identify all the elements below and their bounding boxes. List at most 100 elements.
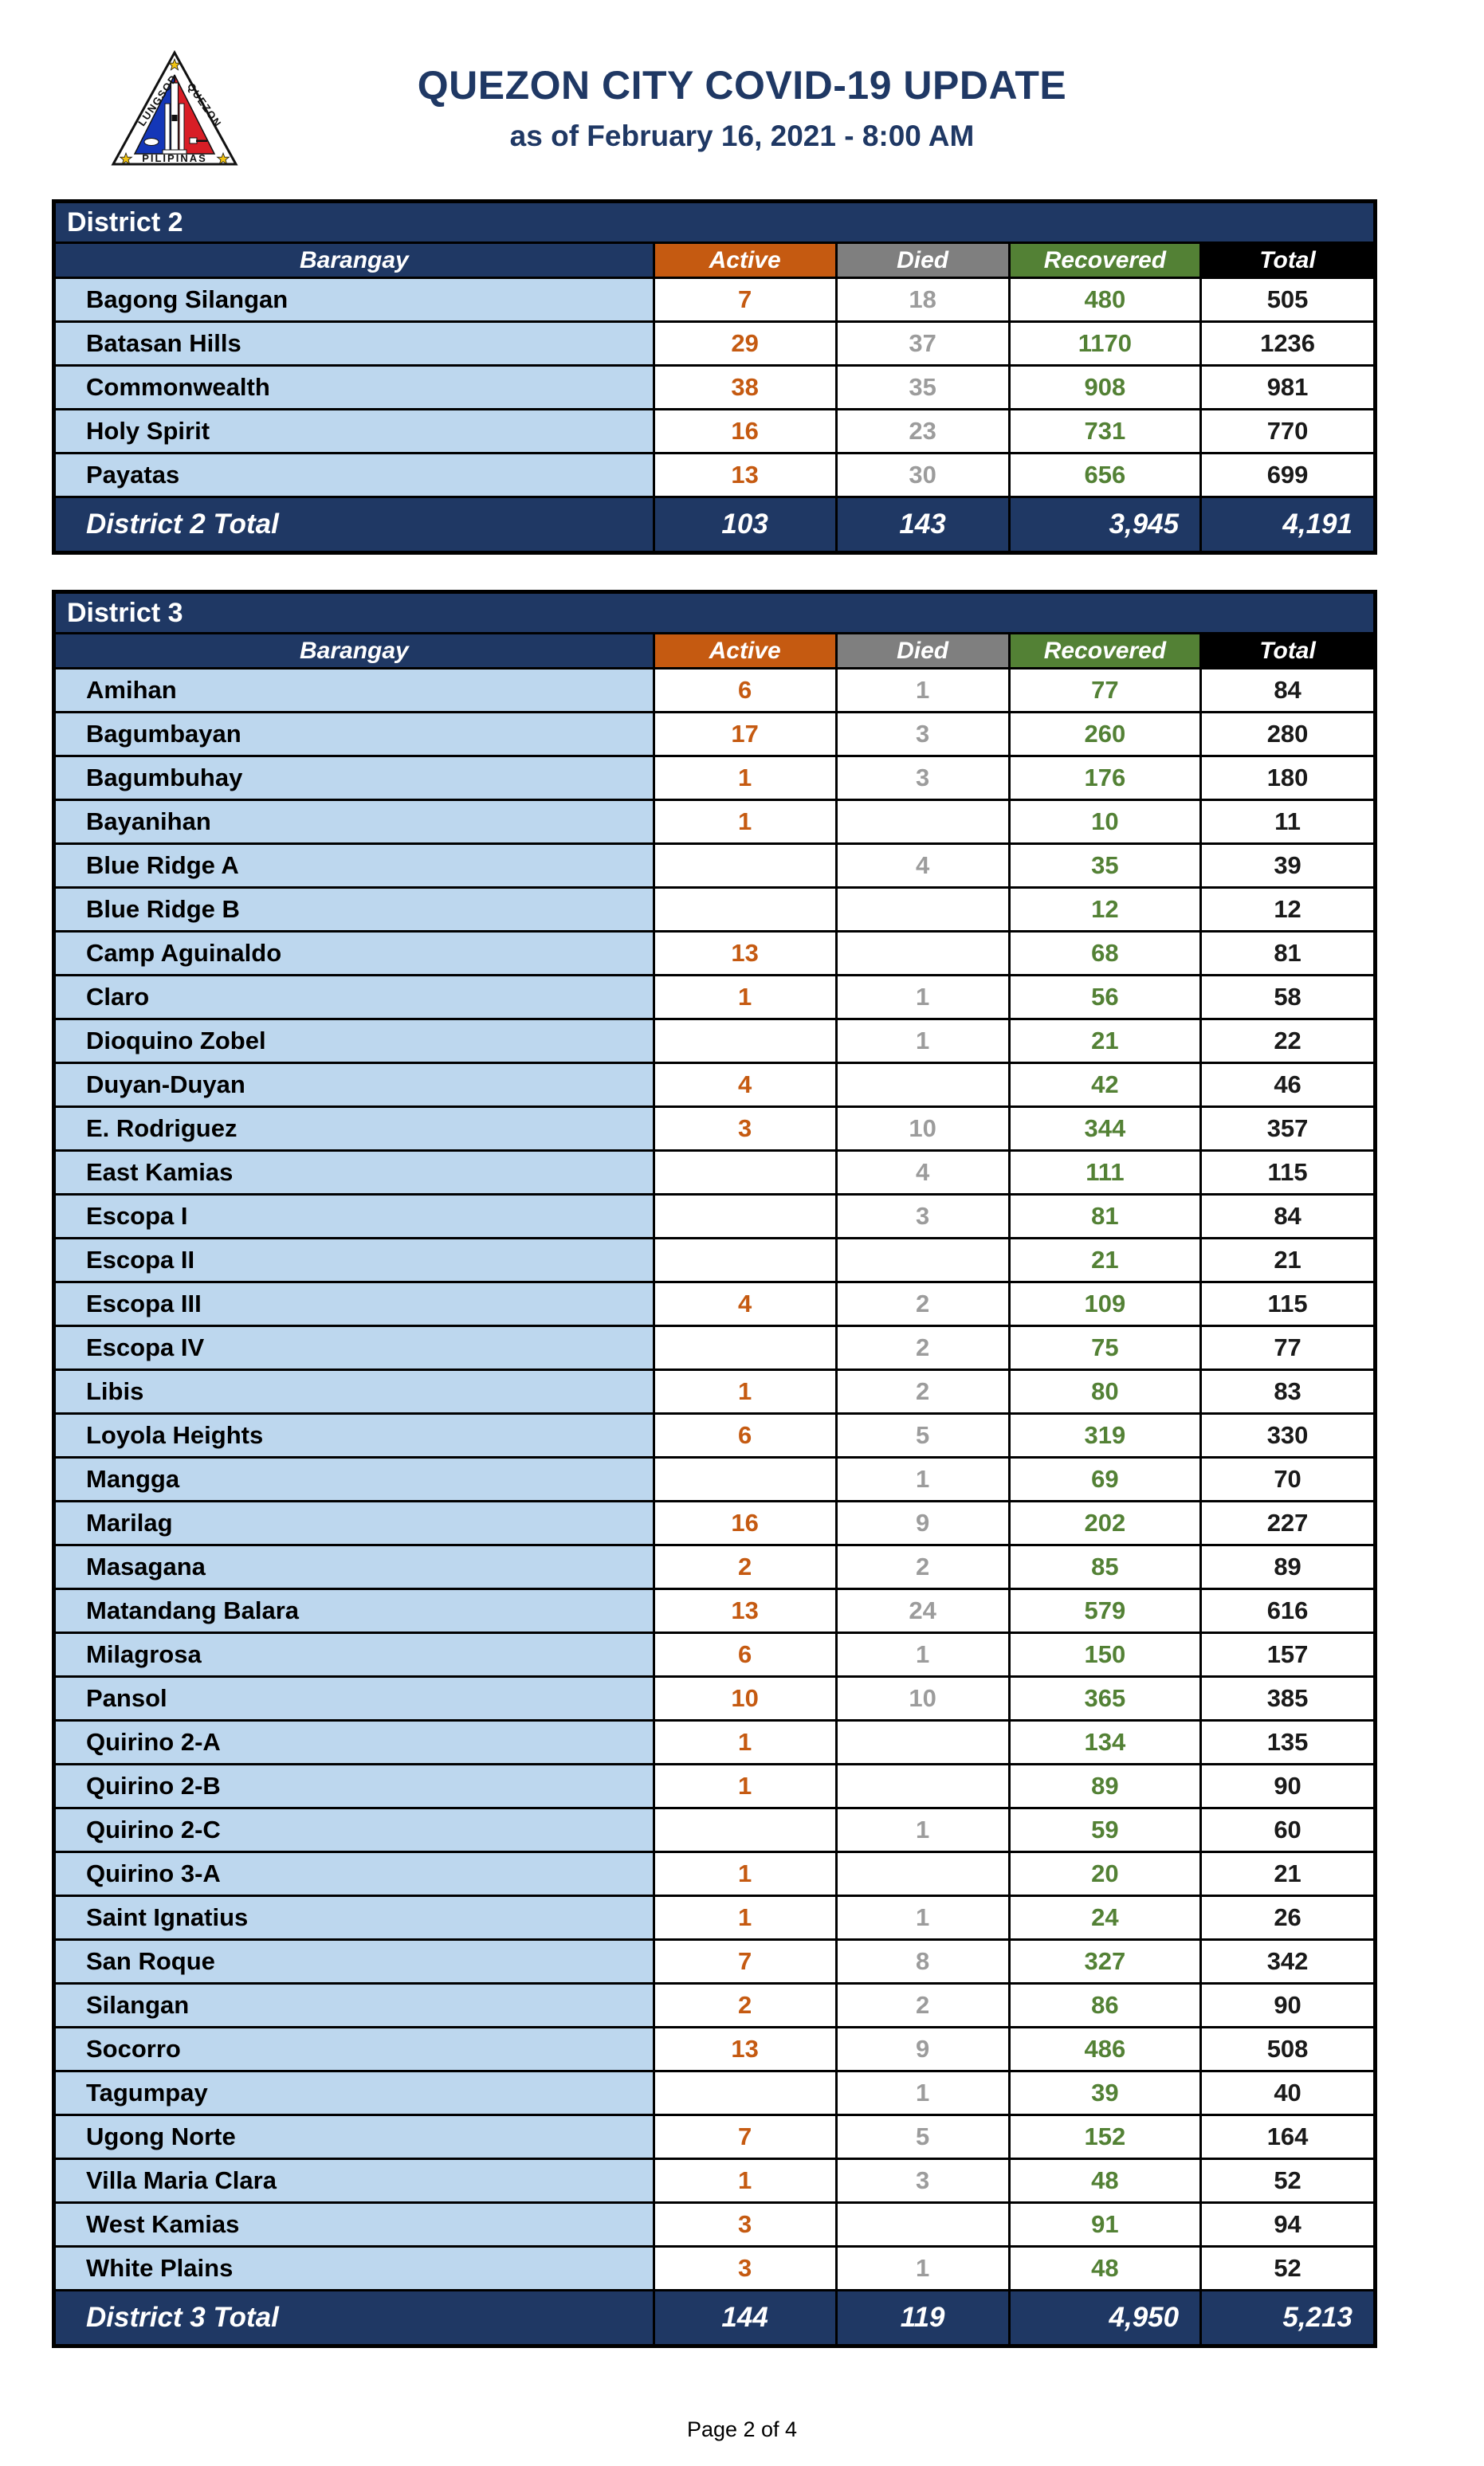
- table-row: Tagumpay 1 39 40: [53, 2070, 1376, 2116]
- cell-barangay: Tagumpay: [53, 2070, 655, 2116]
- cell-barangay: Villa Maria Clara: [53, 2158, 655, 2204]
- district-total-label: District 3 Total: [53, 2289, 655, 2347]
- cell-active: 1: [652, 1368, 838, 1415]
- table-row: Quirino 2-C 1 59 60: [53, 1807, 1376, 1853]
- cell-barangay: Batasan Hills: [53, 320, 655, 367]
- cell-recovered: 21: [1007, 1237, 1203, 1283]
- page-title: QUEZON CITY COVID-19 UPDATE: [417, 63, 1067, 108]
- cell-recovered: 75: [1007, 1325, 1203, 1371]
- table-row: Escopa IV 2 75 77: [53, 1325, 1376, 1371]
- cell-total: 981: [1199, 364, 1376, 410]
- cell-barangay: West Kamias: [53, 2201, 655, 2248]
- cell-total: 84: [1199, 1193, 1376, 1239]
- cell-barangay: Quirino 3-A: [53, 1851, 655, 1897]
- cell-barangay: Claro: [53, 974, 655, 1020]
- cell-barangay: Saint Ignatius: [53, 1895, 655, 1941]
- table-row: Holy Spirit 16 23 731 770: [53, 408, 1376, 454]
- cell-active: [652, 1807, 838, 1853]
- cell-barangay: Escopa I: [53, 1193, 655, 1239]
- cell-died: [834, 1763, 1011, 1809]
- cell-recovered: 150: [1007, 1632, 1203, 1678]
- cell-active: 13: [652, 1588, 838, 1634]
- cell-recovered: 85: [1007, 1544, 1203, 1590]
- cell-died: 9: [834, 1500, 1011, 1546]
- district-total-recovered: 4,950: [1007, 2289, 1203, 2347]
- cell-active: 13: [652, 930, 838, 976]
- cell-active: 17: [652, 711, 838, 757]
- cell-died: [834, 799, 1011, 845]
- cell-barangay: E. Rodriguez: [53, 1105, 655, 1152]
- cell-died: 3: [834, 755, 1011, 801]
- table-row: Matandang Balara 13 24 579 616: [53, 1588, 1376, 1634]
- cell-active: 1: [652, 1895, 838, 1941]
- cell-died: 2: [834, 1544, 1011, 1590]
- district-total-active: 103: [652, 496, 838, 554]
- table-row: Quirino 2-B 1 89 90: [53, 1763, 1376, 1809]
- column-header-total: Total: [1199, 632, 1376, 670]
- cell-active: [652, 2070, 838, 2116]
- cell-barangay: Escopa IV: [53, 1325, 655, 1371]
- cell-active: 13: [652, 2026, 838, 2072]
- cell-died: 3: [834, 1193, 1011, 1239]
- cell-died: 1: [834, 974, 1011, 1020]
- cell-total: 21: [1199, 1851, 1376, 1897]
- cell-active: 7: [652, 1938, 838, 1985]
- cell-total: 60: [1199, 1807, 1376, 1853]
- cell-active: 16: [652, 408, 838, 454]
- cell-barangay: Dioquino Zobel: [53, 1018, 655, 1064]
- district-total-total: 4,191: [1199, 496, 1376, 554]
- cell-recovered: 111: [1007, 1149, 1203, 1196]
- cell-died: [834, 930, 1011, 976]
- cell-active: 6: [652, 1412, 838, 1459]
- cell-died: 1: [834, 1456, 1011, 1502]
- column-header-died: Died: [834, 632, 1011, 670]
- cell-barangay: Camp Aguinaldo: [53, 930, 655, 976]
- table-row: Payatas 13 30 656 699: [53, 452, 1376, 498]
- cell-died: 37: [834, 320, 1011, 367]
- cell-barangay: Payatas: [53, 452, 655, 498]
- cell-active: [652, 842, 838, 889]
- cell-barangay: Libis: [53, 1368, 655, 1415]
- cell-active: 38: [652, 364, 838, 410]
- cell-recovered: 486: [1007, 2026, 1203, 2072]
- cell-total: 52: [1199, 2245, 1376, 2291]
- cell-total: 699: [1199, 452, 1376, 498]
- cell-died: 4: [834, 1149, 1011, 1196]
- cell-died: 23: [834, 408, 1011, 454]
- cell-recovered: 91: [1007, 2201, 1203, 2248]
- cell-total: 115: [1199, 1149, 1376, 1196]
- cell-died: 1: [834, 1807, 1011, 1853]
- district-title: District 2: [53, 200, 1376, 244]
- district-total-died: 119: [834, 2289, 1011, 2347]
- table-row: Commonwealth 38 35 908 981: [53, 364, 1376, 410]
- column-header-barangay: Barangay: [53, 632, 655, 670]
- cell-recovered: 152: [1007, 2114, 1203, 2160]
- cell-recovered: 59: [1007, 1807, 1203, 1853]
- cell-recovered: 1170: [1007, 320, 1203, 367]
- cell-recovered: 260: [1007, 711, 1203, 757]
- cell-active: 16: [652, 1500, 838, 1546]
- cell-recovered: 35: [1007, 842, 1203, 889]
- cell-total: 90: [1199, 1763, 1376, 1809]
- cell-total: 508: [1199, 2026, 1376, 2072]
- cell-total: 157: [1199, 1632, 1376, 1678]
- district-total-row: District 2 Total 103 143 3,945 4,191: [53, 496, 1376, 554]
- cell-total: 77: [1199, 1325, 1376, 1371]
- cell-total: 52: [1199, 2158, 1376, 2204]
- cell-died: 3: [834, 2158, 1011, 2204]
- cell-recovered: 39: [1007, 2070, 1203, 2116]
- cell-died: [834, 1062, 1011, 1108]
- cell-barangay: East Kamias: [53, 1149, 655, 1196]
- cell-active: 1: [652, 974, 838, 1020]
- cell-recovered: 344: [1007, 1105, 1203, 1152]
- column-header-recovered: Recovered: [1007, 632, 1203, 670]
- cell-recovered: 20: [1007, 1851, 1203, 1897]
- cell-recovered: 579: [1007, 1588, 1203, 1634]
- table-row: Loyola Heights 6 5 319 330: [53, 1412, 1376, 1459]
- cell-barangay: Escopa III: [53, 1281, 655, 1327]
- table-row: Duyan-Duyan 4 42 46: [53, 1062, 1376, 1108]
- district-title: District 3: [53, 591, 1376, 634]
- table-row: Escopa II 21 21: [53, 1237, 1376, 1283]
- table-row: Bagumbuhay 1 3 176 180: [53, 755, 1376, 801]
